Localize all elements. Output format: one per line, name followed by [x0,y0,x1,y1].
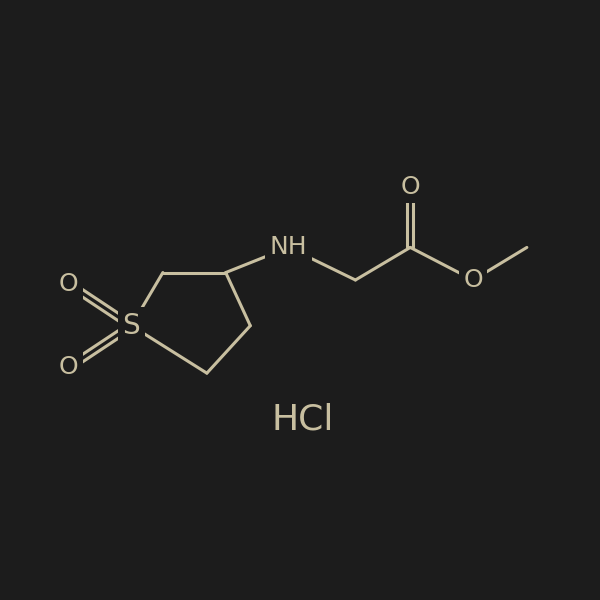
Text: O: O [400,175,420,199]
Text: S: S [122,312,140,340]
Text: O: O [59,355,79,379]
Text: NH: NH [270,235,307,259]
Text: O: O [59,272,79,296]
Text: O: O [463,268,483,292]
Text: HCl: HCl [272,403,334,437]
